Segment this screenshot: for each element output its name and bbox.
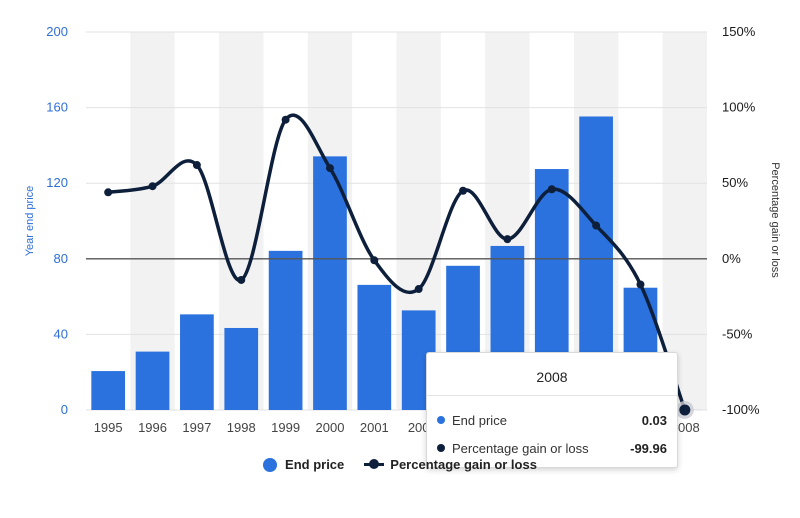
point-percentage-1997 [192, 161, 201, 170]
point-percentage-1996 [148, 182, 157, 191]
legend-item-end-price[interactable]: End price [263, 457, 344, 472]
legend: End price Percentage gain or loss [0, 457, 800, 472]
x-tick-label: 200 [408, 420, 430, 435]
tooltip-end-price-marker [437, 416, 445, 424]
y-left-tick-label: 120 [46, 175, 68, 190]
tooltip-row-value: 0.03 [641, 412, 667, 428]
point-percentage-1995 [104, 188, 113, 197]
point-percentage-2007 [636, 280, 645, 289]
bar-end-price-1998 [224, 327, 259, 410]
y-right-tick-label: -50% [722, 326, 753, 341]
bar-end-price-1997 [180, 314, 214, 410]
point-percentage-2003 [459, 186, 468, 195]
y-axis-right-title: Percentage gain or loss [769, 162, 781, 278]
y-left-tick-label: 0 [61, 402, 68, 417]
bar-end-price-1996 [135, 351, 170, 410]
x-tick-label: 1998 [227, 420, 256, 435]
legend-label: Percentage gain or loss [390, 457, 537, 472]
legend-item-percentage[interactable]: Percentage gain or loss [364, 457, 537, 472]
tooltip-row-percentage: Percentage gain or loss -99.96 [427, 434, 677, 462]
y-right-tick-label: -100% [722, 402, 760, 417]
bar-end-price-2001 [357, 284, 392, 410]
y-left-tick-label: 40 [54, 326, 68, 341]
y-left-tick-label: 80 [54, 251, 68, 266]
y-axis-left-title: Year end price [24, 186, 36, 257]
tooltip: 2008 End price 0.03 Percentage gain or l… [426, 352, 678, 468]
x-tick-label: 1995 [94, 420, 123, 435]
tooltip-row-value: -99.96 [630, 440, 667, 456]
tooltip-percentage-marker [437, 444, 445, 452]
point-percentage-2005 [547, 185, 556, 194]
bar-end-price-2000 [313, 156, 347, 410]
x-tick-label: 1999 [271, 420, 300, 435]
point-percentage-2006 [592, 221, 601, 230]
y-right-tick-label: 100% [722, 100, 756, 115]
y-right-tick-label: 150% [722, 24, 756, 39]
legend-end-price-marker [263, 457, 278, 472]
tooltip-row-label: End price [452, 412, 507, 428]
point-percentage-2008 [679, 404, 691, 416]
legend-label: End price [285, 457, 345, 472]
bar-end-price-1995 [91, 371, 126, 410]
x-tick-label: 1997 [182, 420, 211, 435]
point-percentage-2000 [325, 164, 334, 173]
y-right-tick-label: 0% [722, 251, 741, 266]
x-tick-label: 1996 [138, 420, 167, 435]
bar-end-price-1999 [268, 250, 303, 410]
point-percentage-2004 [503, 235, 512, 244]
point-percentage-2001 [370, 256, 379, 265]
y-left-tick-label: 200 [46, 24, 68, 39]
legend-percentage-marker [364, 459, 385, 469]
tooltip-row-end-price: End price 0.03 [427, 406, 677, 434]
point-percentage-1998 [237, 275, 246, 284]
series-line-percentage [107, 113, 687, 411]
point-percentage-2002 [414, 285, 423, 294]
y-right-tick-label: 50% [722, 175, 748, 190]
x-tick-label: 2000 [316, 420, 345, 435]
point-percentage-1999 [281, 115, 290, 124]
column-band [662, 32, 707, 410]
x-tick-label: 008 [678, 420, 700, 435]
column-band [130, 32, 175, 410]
tooltip-row-label: Percentage gain or loss [452, 440, 589, 456]
y-left-tick-label: 160 [46, 100, 68, 115]
tooltip-title: 2008 [536, 369, 568, 385]
x-tick-label: 2001 [360, 420, 389, 435]
